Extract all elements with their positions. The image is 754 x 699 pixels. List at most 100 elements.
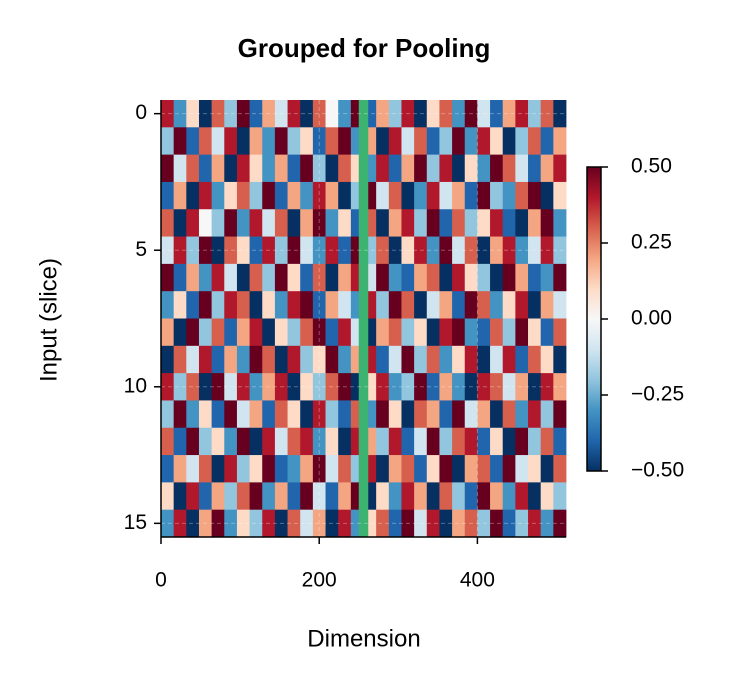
heat-cell xyxy=(414,100,428,128)
heat-cell xyxy=(490,154,504,183)
heat-cell xyxy=(515,154,529,183)
heat-cell xyxy=(477,373,491,401)
heat-cell xyxy=(325,181,339,210)
heat-cell xyxy=(186,291,200,319)
heat-cell xyxy=(515,318,529,347)
heat-cell xyxy=(198,482,213,511)
heat-cell xyxy=(236,100,250,128)
heat-cell xyxy=(224,373,238,401)
heat-cell xyxy=(338,263,352,292)
heat-cell xyxy=(173,181,187,210)
heat-cell xyxy=(452,427,466,456)
heat-cell xyxy=(274,455,288,483)
heat-cell xyxy=(262,373,276,401)
heat-cell xyxy=(173,263,187,292)
heat-cell xyxy=(249,291,263,319)
heat-cell xyxy=(262,209,276,237)
heat-cell xyxy=(198,100,213,128)
heat-cell xyxy=(528,209,542,237)
heat-cell xyxy=(287,373,301,401)
heat-cell xyxy=(414,455,428,483)
heat-cell xyxy=(300,127,314,156)
heat-cell xyxy=(325,154,339,183)
heat-cell xyxy=(198,154,213,183)
x-tick-label: 200 xyxy=(302,569,337,592)
heat-cell xyxy=(287,400,301,429)
heat-cell xyxy=(376,100,390,128)
heat-cell xyxy=(540,345,554,374)
heat-cell xyxy=(502,345,516,374)
overlay xyxy=(154,100,566,544)
heat-cell xyxy=(312,236,326,265)
heat-cell xyxy=(528,100,542,128)
heat-cell xyxy=(198,318,213,347)
heat-cell xyxy=(401,482,415,511)
heat-cell xyxy=(439,291,453,319)
heat-cell xyxy=(198,455,213,483)
heat-cell xyxy=(490,482,504,511)
heat-cell xyxy=(186,127,200,156)
heat-cell xyxy=(401,236,415,265)
heat-cell xyxy=(502,427,516,456)
heat-cell xyxy=(376,263,390,292)
heat-cell xyxy=(490,345,504,374)
heat-cell xyxy=(262,345,276,374)
heat-cell xyxy=(452,100,466,128)
heat-cell xyxy=(414,482,428,511)
heat-cell xyxy=(236,127,250,156)
heat-cell xyxy=(211,373,225,401)
heat-cell xyxy=(376,127,390,156)
y-tick-label: 5 xyxy=(135,238,147,261)
heat-cell xyxy=(161,400,175,429)
heat-cell xyxy=(312,373,326,401)
heat-cell xyxy=(414,345,428,374)
heat-cell xyxy=(464,209,478,237)
heat-cell xyxy=(338,427,352,456)
heat-cell xyxy=(414,236,428,265)
heat-cell xyxy=(224,318,238,347)
heat-cell xyxy=(540,100,554,128)
heat-cell xyxy=(338,455,352,483)
heat-cell xyxy=(300,427,314,456)
heat-cell xyxy=(312,263,326,292)
heat-cell xyxy=(515,127,529,156)
heat-cell xyxy=(173,318,187,347)
heat-cell xyxy=(161,100,175,128)
heat-cell xyxy=(553,318,567,347)
heat-cell xyxy=(211,427,225,456)
heat-cell xyxy=(338,100,352,128)
heat-cell xyxy=(274,263,288,292)
y-tick-label: 0 xyxy=(135,101,147,124)
heat-cell xyxy=(388,263,402,292)
heat-cell xyxy=(477,345,491,374)
heat-cell xyxy=(540,154,554,183)
heat-cell xyxy=(414,373,428,401)
heat-cell xyxy=(553,154,567,183)
heat-cell xyxy=(439,181,453,210)
heat-cell xyxy=(477,209,491,237)
heat-cell xyxy=(300,373,314,401)
heat-cell xyxy=(540,263,554,292)
heat-cell xyxy=(477,509,491,538)
heat-cell xyxy=(439,373,453,401)
heat-cell xyxy=(224,100,238,128)
heat-cell xyxy=(464,509,478,538)
heat-cell xyxy=(439,400,453,429)
heat-cell xyxy=(502,236,516,265)
heat-cell xyxy=(236,509,250,538)
heat-cell xyxy=(274,482,288,511)
heat-cell xyxy=(325,345,339,374)
heat-cell xyxy=(262,236,276,265)
heat-cell xyxy=(490,427,504,456)
heat-cell xyxy=(198,373,213,401)
heat-cell xyxy=(540,127,554,156)
heat-cell xyxy=(338,127,352,156)
heat-cell xyxy=(186,455,200,483)
heat-cell xyxy=(249,482,263,511)
heat-cell xyxy=(236,427,250,456)
heat-cell xyxy=(338,345,352,374)
heat-cell xyxy=(388,509,402,538)
heat-cell xyxy=(414,400,428,429)
heat-cell xyxy=(553,400,567,429)
